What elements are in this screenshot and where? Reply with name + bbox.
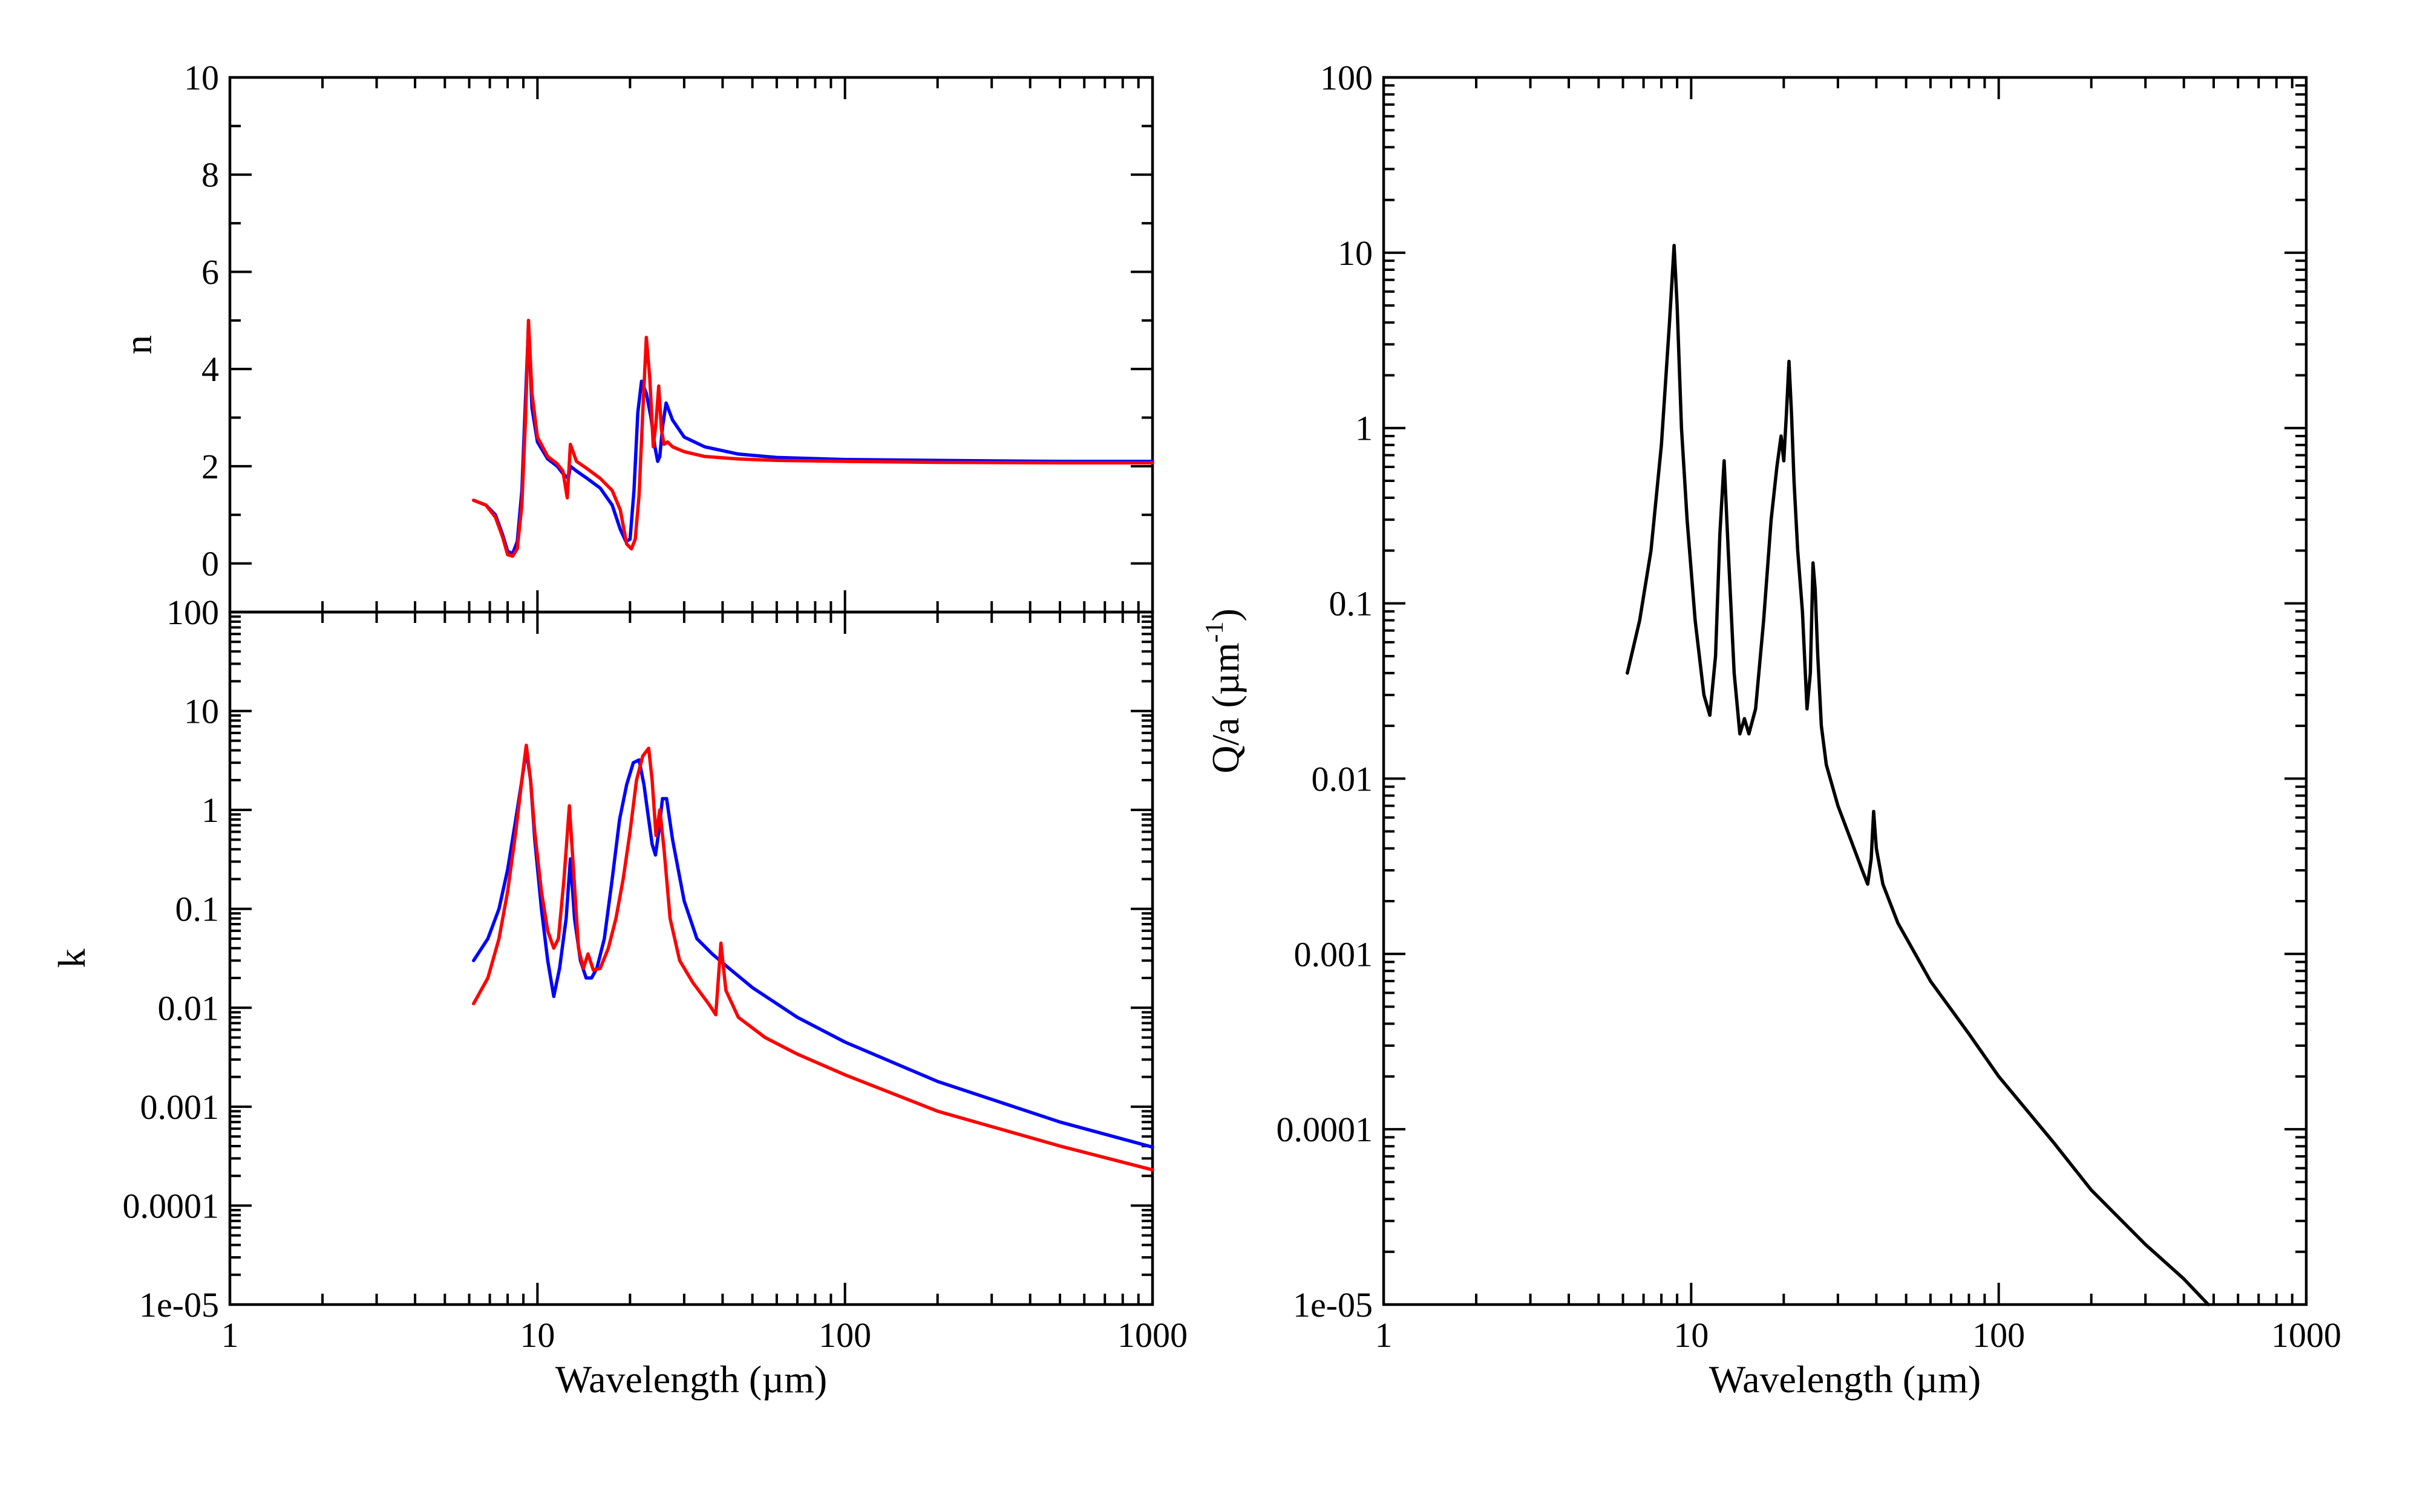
x-axis-title-right: Wavelength (µm): [1709, 1358, 1981, 1401]
y-tick-label: 10: [184, 692, 219, 731]
x-tick-label: 100: [1972, 1315, 2025, 1355]
y-tick-label: 4: [201, 350, 219, 389]
x-tick-label: 10: [520, 1315, 555, 1355]
y-axis-ticks-2: 1e-05 0.0001 0.001 0.01 0.1 1 10 100: [1277, 58, 2306, 1325]
y-axis-title-k: k: [50, 949, 93, 968]
y-tick-label: 0.01: [1312, 759, 1373, 798]
y-tick-label: 0: [201, 544, 219, 584]
x-tick-label: 100: [819, 1315, 871, 1355]
y-axis-ticks-0: 0 2 4 6 8 10: [184, 58, 1153, 613]
panel-q-frame: [1382, 76, 2308, 1306]
x-tick-label: 1: [221, 1315, 239, 1355]
n-series-red: [472, 319, 1154, 558]
y-tick-label: 0.001: [1294, 934, 1373, 974]
y-tick-label: 0.001: [140, 1087, 220, 1127]
y-axis-title-sup: -1: [1201, 621, 1229, 642]
x-axis-ticks-0: [229, 77, 1154, 612]
y-tick-label: 10: [1338, 233, 1373, 273]
n-series-blue: [472, 324, 1154, 556]
y-tick-label: 8: [201, 155, 219, 195]
y-tick-label: 0.0001: [1277, 1110, 1373, 1149]
x-tick-label: 1000: [2271, 1315, 2341, 1355]
x-axis-ticks-2: 1 10 100 1000: [1375, 77, 2341, 1355]
x-tick-label: 1000: [1117, 1315, 1188, 1355]
y-axis-title-end: ): [1204, 608, 1247, 621]
y-tick-label: 6: [201, 252, 219, 292]
y-tick-label: 0.1: [1329, 584, 1373, 624]
x-tick-label: 1: [1375, 1315, 1393, 1355]
y-tick-label: 100: [1320, 58, 1373, 97]
y-tick-label: 0.1: [175, 890, 220, 929]
y-tick-label: 0.0001: [123, 1186, 220, 1225]
y-axis-title-n: n: [117, 335, 160, 354]
y-tick-label: 2: [201, 447, 219, 486]
y-axis-ticks-1: 1e-05 0.0001 0.001 0.01 0.1 1 10 100: [123, 593, 1153, 1325]
k-series-blue: [472, 748, 1154, 1149]
q-series-black: [1626, 244, 2210, 1306]
y-tick-label: 1: [1355, 409, 1373, 448]
x-axis-ticks-1: 1 10 100 1000: [221, 612, 1188, 1355]
panel-k-frame: [228, 610, 1154, 1306]
y-tick-label: 10: [184, 58, 219, 97]
y-tick-label: 1e-05: [1293, 1285, 1373, 1325]
y-axis-title-main: Q/a (µm: [1204, 642, 1247, 773]
y-tick-label: 1: [201, 790, 219, 830]
y-axis-title-q: Q/a (µm-1): [1201, 608, 1247, 774]
y-tick-label: 1e-05: [139, 1285, 219, 1325]
k-series-red: [472, 743, 1154, 1172]
panel-n-frame: [228, 76, 1154, 614]
x-tick-label: 10: [1673, 1315, 1709, 1355]
y-tick-label: 0.01: [158, 988, 220, 1028]
x-axis-title-left: Wavelength (µm): [555, 1358, 827, 1401]
y-tick-label: 100: [166, 593, 219, 632]
